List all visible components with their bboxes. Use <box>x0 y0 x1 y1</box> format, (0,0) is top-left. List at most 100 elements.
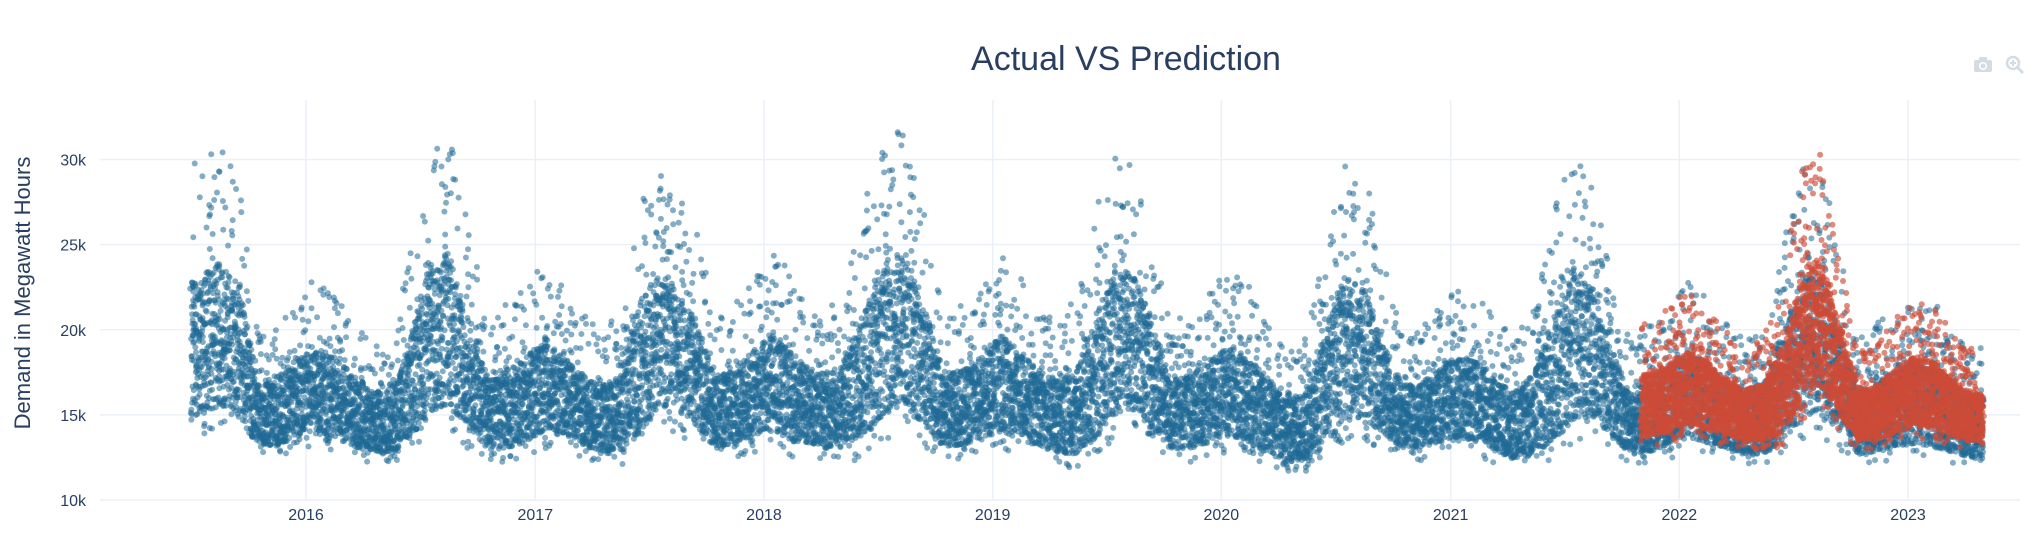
actual-point[interactable] <box>639 431 645 437</box>
actual-point[interactable] <box>309 279 315 285</box>
actual-point[interactable] <box>244 288 250 294</box>
actual-point[interactable] <box>519 401 525 407</box>
scatter-points[interactable] <box>187 129 1987 474</box>
actual-point[interactable] <box>666 409 672 415</box>
actual-point[interactable] <box>439 164 445 170</box>
actual-point[interactable] <box>575 359 581 365</box>
actual-point[interactable] <box>416 420 422 426</box>
actual-point[interactable] <box>522 361 528 367</box>
actual-point[interactable] <box>440 368 446 374</box>
actual-point[interactable] <box>701 436 707 442</box>
actual-point[interactable] <box>707 309 713 315</box>
actual-point[interactable] <box>244 247 250 253</box>
actual-point[interactable] <box>374 343 380 349</box>
actual-point[interactable] <box>238 197 244 203</box>
actual-point[interactable] <box>468 321 474 327</box>
actual-point[interactable] <box>655 275 661 281</box>
actual-point[interactable] <box>233 186 239 192</box>
actual-point[interactable] <box>690 298 696 304</box>
actual-point[interactable] <box>682 231 688 237</box>
actual-point[interactable] <box>683 259 689 265</box>
actual-point[interactable] <box>229 232 235 238</box>
actual-point[interactable] <box>395 444 401 450</box>
actual-point[interactable] <box>605 334 611 340</box>
actual-point[interactable] <box>551 346 557 352</box>
actual-point[interactable] <box>670 221 676 227</box>
actual-point[interactable] <box>442 327 448 333</box>
actual-point[interactable] <box>674 324 680 330</box>
actual-point[interactable] <box>452 177 458 183</box>
actual-point[interactable] <box>225 243 231 249</box>
actual-point[interactable] <box>673 264 679 270</box>
actual-point[interactable] <box>201 430 207 436</box>
actual-point[interactable] <box>621 446 627 452</box>
actual-point[interactable] <box>200 334 206 340</box>
actual-point[interactable] <box>512 316 518 322</box>
actual-point[interactable] <box>484 372 490 378</box>
actual-point[interactable] <box>593 341 599 347</box>
actual-point[interactable] <box>364 459 370 465</box>
actual-point[interactable] <box>595 456 601 462</box>
actual-point[interactable] <box>299 305 305 311</box>
actual-point[interactable] <box>445 296 451 302</box>
actual-point[interactable] <box>643 353 649 359</box>
actual-point[interactable] <box>474 346 480 352</box>
actual-point[interactable] <box>682 435 688 441</box>
actual-point[interactable] <box>419 306 425 312</box>
actual-point[interactable] <box>583 321 589 327</box>
actual-point[interactable] <box>661 196 667 202</box>
actual-point[interactable] <box>623 305 629 311</box>
actual-point[interactable] <box>222 205 228 211</box>
actual-point[interactable] <box>217 169 223 175</box>
actual-point[interactable] <box>687 292 693 298</box>
actual-point[interactable] <box>634 393 640 399</box>
actual-point[interactable] <box>680 426 686 432</box>
actual-point[interactable] <box>464 294 470 300</box>
actual-point[interactable] <box>190 289 196 295</box>
actual-point[interactable] <box>658 216 664 222</box>
actual-point[interactable] <box>679 201 685 207</box>
actual-point[interactable] <box>450 360 456 366</box>
actual-point[interactable] <box>442 244 448 250</box>
actual-point[interactable] <box>415 253 421 259</box>
actual-point[interactable] <box>442 184 448 190</box>
actual-point[interactable] <box>624 441 630 447</box>
actual-point[interactable] <box>306 444 312 450</box>
actual-point[interactable] <box>481 316 487 322</box>
actual-point[interactable] <box>649 412 655 418</box>
actual-point[interactable] <box>496 350 502 356</box>
actual-point[interactable] <box>245 324 251 330</box>
actual-point[interactable] <box>658 173 664 179</box>
actual-point[interactable] <box>397 316 403 322</box>
actual-point[interactable] <box>698 256 704 262</box>
actual-point[interactable] <box>678 210 684 216</box>
actual-point[interactable] <box>227 347 233 353</box>
actual-point[interactable] <box>352 375 358 381</box>
actual-point[interactable] <box>206 213 212 219</box>
actual-point[interactable] <box>302 327 308 333</box>
actual-point[interactable] <box>342 357 348 363</box>
actual-point[interactable] <box>266 357 272 363</box>
actual-point[interactable] <box>230 179 236 185</box>
actual-point[interactable] <box>544 337 550 343</box>
actual-point[interactable] <box>503 302 509 308</box>
actual-point[interactable] <box>448 190 454 196</box>
actual-point[interactable] <box>551 330 557 336</box>
actual-point[interactable] <box>649 395 655 401</box>
actual-point[interactable] <box>640 410 646 416</box>
actual-point[interactable] <box>227 274 233 280</box>
actual-point[interactable] <box>568 439 574 445</box>
actual-point[interactable] <box>214 190 220 196</box>
actual-point[interactable] <box>570 366 576 372</box>
actual-point[interactable] <box>258 339 264 345</box>
actual-point[interactable] <box>208 151 214 157</box>
actual-point[interactable] <box>501 322 507 328</box>
actual-point[interactable] <box>561 349 567 355</box>
actual-point[interactable] <box>542 435 548 441</box>
actual-point[interactable] <box>506 354 512 360</box>
actual-point[interactable] <box>513 456 519 462</box>
actual-point[interactable] <box>248 340 254 346</box>
actual-point[interactable] <box>218 308 224 314</box>
actual-point[interactable] <box>635 313 641 319</box>
actual-point[interactable] <box>697 374 703 380</box>
